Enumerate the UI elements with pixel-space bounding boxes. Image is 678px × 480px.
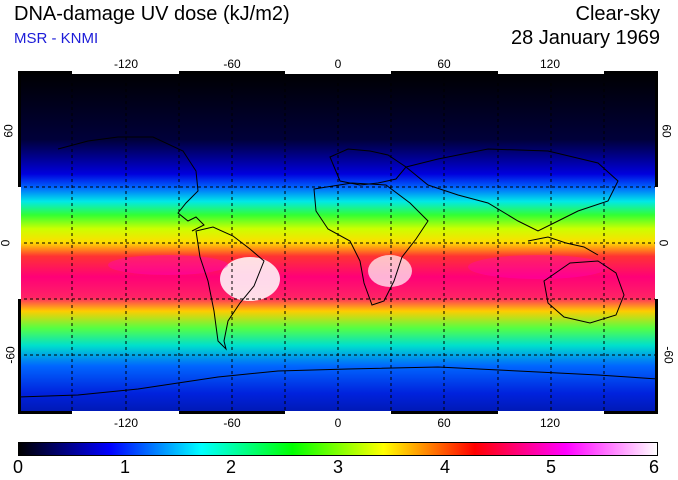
colorbar	[18, 442, 658, 456]
lat-tick-left: -60	[3, 346, 18, 364]
uv-patch-pacific	[108, 255, 228, 275]
coast-north-america	[57, 136, 205, 232]
map-title: DNA-damage UV dose (kJ/m2)	[14, 3, 290, 25]
lon-tick-top: -120	[113, 57, 139, 71]
lat-tick-right: -60	[661, 346, 676, 364]
colorbar-label: 2	[225, 457, 237, 477]
coastlines	[18, 136, 658, 398]
lon-tick-top: 120	[539, 57, 561, 71]
lat-tick-right: 60	[659, 124, 674, 138]
colorbar-label: 6	[648, 457, 660, 477]
lat-tick-left: 0	[0, 240, 12, 247]
lon-tick-top: 0	[334, 57, 342, 71]
colorbar-label: 0	[12, 457, 24, 477]
source-label: MSR - KNMI	[14, 30, 99, 47]
sky-condition: Clear-sky	[575, 3, 660, 25]
lon-tick-bottom: -60	[223, 416, 241, 430]
colorbar-label: 1	[119, 457, 131, 477]
uv-peak-africa	[368, 255, 412, 287]
lon-tick-bottom: 60	[437, 416, 451, 430]
lat-tick-left: 60	[1, 124, 16, 138]
coast-antarctica	[18, 366, 658, 398]
colorbar-label: 3	[332, 457, 344, 477]
lon-tick-bottom: -120	[113, 416, 139, 430]
lon-tick-bottom: 0	[334, 416, 342, 430]
lon-tick-bottom: 120	[539, 416, 561, 430]
colorbar-label: 5	[545, 457, 557, 477]
uv-patch-indian	[468, 255, 608, 279]
lat-tick-right: 0	[656, 239, 671, 247]
coast-asia	[404, 148, 619, 232]
uv-peak-south-america	[220, 257, 280, 301]
coast-australia	[543, 260, 625, 324]
lon-tick-top: 60	[437, 57, 451, 71]
coast-africa	[313, 182, 429, 306]
coast-south-america	[195, 226, 265, 351]
uv-dose-map	[18, 71, 658, 414]
lon-tick-top: -60	[223, 57, 241, 71]
graticule	[18, 71, 658, 414]
date-label: 28 January 1969	[510, 27, 660, 49]
map-border	[18, 71, 658, 414]
colorbar-label: 4	[439, 457, 451, 477]
